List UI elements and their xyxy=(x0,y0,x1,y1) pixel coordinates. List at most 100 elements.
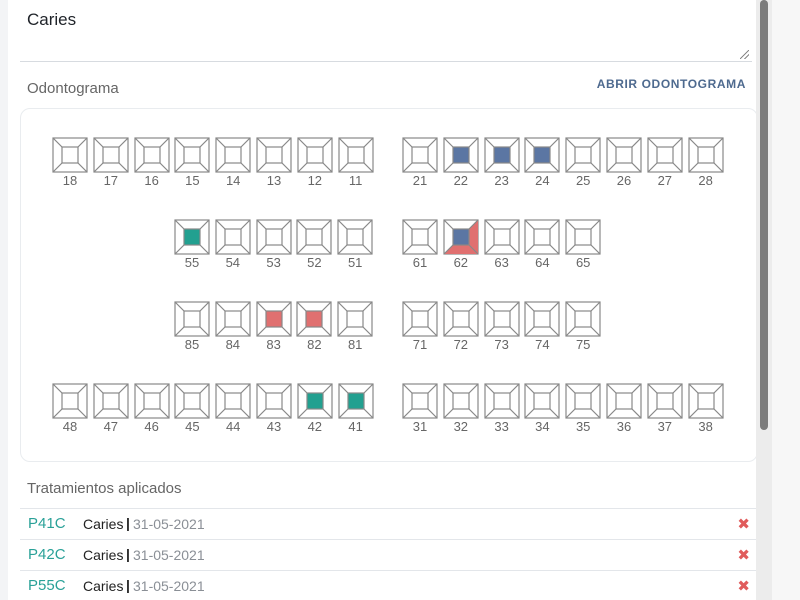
tooth-number: 82 xyxy=(307,337,322,352)
tooth-number: 18 xyxy=(62,173,78,188)
tooth-36[interactable]: 36 xyxy=(606,383,642,434)
tooth-number: 75 xyxy=(575,337,591,352)
treatment-code: P42C xyxy=(28,546,66,563)
tooth-52[interactable]: 52 xyxy=(296,219,332,270)
tooth-55[interactable]: 55 xyxy=(174,219,210,270)
tooth-number: 33 xyxy=(494,419,509,434)
tooth-38[interactable]: 38 xyxy=(687,383,724,434)
tooth-number: 43 xyxy=(266,419,282,434)
tooth-54[interactable]: 54 xyxy=(215,219,251,270)
tooth-number: 24 xyxy=(535,173,550,188)
delete-icon[interactable]: ✖ xyxy=(737,547,750,564)
tooth-74[interactable]: 74 xyxy=(524,301,560,352)
odontogram-chart xyxy=(20,108,756,462)
tooth-number: 21 xyxy=(412,173,428,188)
tooth-number: 63 xyxy=(494,255,509,270)
tooth-number: 47 xyxy=(103,419,119,434)
tooth-65[interactable]: 65 xyxy=(565,219,601,270)
tooth-12[interactable]: 12 xyxy=(297,137,333,188)
tooth-26[interactable]: 26 xyxy=(606,137,642,188)
tooth-63[interactable]: 63 xyxy=(483,219,520,270)
tooth-62[interactable]: 62 xyxy=(443,219,479,270)
description-textarea[interactable]: Caries xyxy=(20,0,752,62)
tooth-42[interactable]: 42 xyxy=(297,383,333,434)
tooth-11[interactable]: 11 xyxy=(337,137,374,188)
tooth-number: 31 xyxy=(412,419,428,434)
treatments-section-label: Tratamientos aplicados xyxy=(27,480,182,497)
tooth-15[interactable]: 15 xyxy=(174,137,210,188)
tooth-33[interactable]: 33 xyxy=(483,383,520,434)
treatment-row: P55C Caries | 31-05-2021 ✖ xyxy=(20,570,756,600)
tooth-83[interactable]: 83 xyxy=(255,301,292,352)
delete-icon[interactable]: ✖ xyxy=(737,578,750,595)
tooth-61[interactable]: 61 xyxy=(402,219,438,270)
tooth-number: 81 xyxy=(347,337,363,352)
tooth-number: 34 xyxy=(535,419,550,434)
tooth-24[interactable]: 24 xyxy=(524,137,560,188)
tooth-number: 37 xyxy=(657,419,673,434)
tooth-46[interactable]: 46 xyxy=(133,383,170,434)
tooth-number: 22 xyxy=(453,173,469,188)
tooth-number: 41 xyxy=(348,419,363,434)
tooth-number: 12 xyxy=(307,173,323,188)
tooth-number: 42 xyxy=(307,419,323,434)
tooth-28[interactable]: 28 xyxy=(687,137,724,188)
tooth-47[interactable]: 47 xyxy=(93,383,129,434)
tooth-number: 35 xyxy=(575,419,591,434)
tooth-35[interactable]: 35 xyxy=(565,383,601,434)
tooth-51[interactable]: 51 xyxy=(337,219,373,270)
tooth-64[interactable]: 64 xyxy=(524,219,560,270)
tooth-32[interactable]: 32 xyxy=(443,383,479,434)
form-panel: Caries Odontograma ABRIR ODONTOGRAMA 18 1… xyxy=(8,0,756,600)
tooth-73[interactable]: 73 xyxy=(483,301,520,352)
tooth-25[interactable]: 25 xyxy=(565,137,601,188)
resize-grip-icon[interactable] xyxy=(740,50,749,59)
tooth-71[interactable]: 71 xyxy=(402,301,438,352)
tooth-45[interactable]: 45 xyxy=(174,383,210,434)
tooth-23[interactable]: 23 xyxy=(483,137,520,188)
treatment-row: P41C Caries | 31-05-2021 ✖ xyxy=(20,508,756,539)
tooth-21[interactable]: 21 xyxy=(402,137,438,188)
tooth-27[interactable]: 27 xyxy=(647,137,683,188)
tooth-number: 83 xyxy=(266,337,281,352)
tooth-14[interactable]: 14 xyxy=(215,137,251,188)
tooth-82[interactable]: 82 xyxy=(296,301,332,352)
tooth-34[interactable]: 34 xyxy=(524,383,560,434)
odontogram-section-label: Odontograma xyxy=(27,80,119,97)
treatment-name: Caries xyxy=(83,578,124,594)
tooth-22[interactable]: 22 xyxy=(443,137,479,188)
treatment-separator: | xyxy=(126,546,130,562)
tooth-16[interactable]: 16 xyxy=(133,137,170,188)
tooth-31[interactable]: 31 xyxy=(402,383,438,434)
page-gutter xyxy=(772,0,800,600)
treatment-name: Caries xyxy=(83,547,124,563)
tooth-37[interactable]: 37 xyxy=(647,383,683,434)
scrollbar-thumb[interactable] xyxy=(760,0,768,430)
tooth-84[interactable]: 84 xyxy=(215,301,251,352)
tooth-number: 46 xyxy=(144,419,159,434)
tooth-number: 23 xyxy=(494,173,509,188)
open-odontogram-link[interactable]: ABRIR ODONTOGRAMA xyxy=(596,77,746,91)
tooth-13[interactable]: 13 xyxy=(256,137,292,188)
tooth-85[interactable]: 85 xyxy=(174,301,210,352)
tooth-18[interactable]: 18 xyxy=(52,137,88,188)
tooth-number: 38 xyxy=(698,419,713,434)
delete-icon[interactable]: ✖ xyxy=(737,516,750,533)
tooth-53[interactable]: 53 xyxy=(255,219,292,270)
tooth-41[interactable]: 41 xyxy=(337,383,374,434)
tooth-number: 65 xyxy=(575,255,591,270)
treatment-date: 31-05-2021 xyxy=(133,516,205,532)
tooth-17[interactable]: 17 xyxy=(93,137,129,188)
tooth-75[interactable]: 75 xyxy=(565,301,601,352)
tooth-number: 11 xyxy=(348,173,363,188)
tooth-43[interactable]: 43 xyxy=(256,383,292,434)
treatment-code: P55C xyxy=(28,577,66,594)
tooth-number: 45 xyxy=(185,419,200,434)
tooth-number: 48 xyxy=(62,419,78,434)
tooth-44[interactable]: 44 xyxy=(215,383,251,434)
tooth-72[interactable]: 72 xyxy=(443,301,479,352)
tooth-number: 61 xyxy=(412,255,428,270)
tooth-81[interactable]: 81 xyxy=(337,301,373,352)
tooth-number: 51 xyxy=(347,255,363,270)
tooth-48[interactable]: 48 xyxy=(52,383,88,434)
